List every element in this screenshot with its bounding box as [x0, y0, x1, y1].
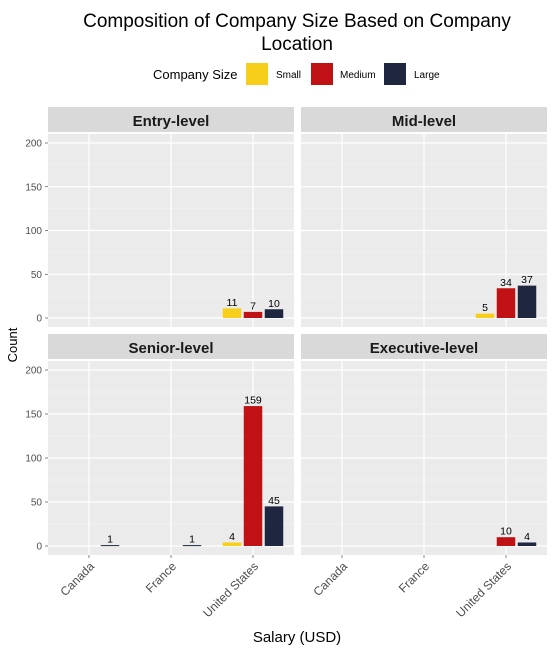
bar-value-label: 10 [268, 298, 280, 310]
facet-strip [48, 334, 294, 359]
legend-label-small: Small [276, 70, 301, 81]
bar [222, 308, 242, 318]
bar [243, 406, 263, 546]
bar-value-label: 45 [268, 495, 280, 507]
x-tick-label: France [396, 559, 433, 596]
facet-senior-level: Senior-level 1 1 4 159 45 [48, 334, 294, 555]
legend-key-small [246, 63, 268, 85]
facet-title: Entry-level [133, 113, 210, 130]
legend-key-medium [311, 63, 333, 85]
facet-title: Senior-level [128, 340, 213, 357]
y-axis-title: Count [5, 327, 20, 362]
x-axis-title: Salary (USD) [253, 629, 341, 646]
facet-entry-level: Entry-level 11 7 10 [48, 107, 294, 327]
chart-title: Composition of Company Size Based on Com… [83, 11, 511, 32]
bar-value-label: 34 [500, 277, 512, 289]
bar [475, 313, 495, 318]
bar [496, 288, 516, 318]
bar-value-label: 1 [107, 534, 113, 546]
x-tick-label: United States [200, 559, 261, 620]
y-tick-label: 50 [31, 498, 43, 509]
bar [517, 542, 537, 546]
bar-value-label: 7 [250, 300, 256, 312]
y-tick-label: 100 [25, 226, 42, 237]
facet-strip [301, 334, 547, 359]
legend-label-medium: Medium [340, 70, 376, 81]
bar [243, 311, 263, 318]
bar-value-label: 159 [244, 395, 262, 407]
bar-value-label: 4 [524, 531, 530, 543]
bar-value-label: 1 [189, 534, 195, 546]
legend-label-large: Large [414, 70, 440, 81]
x-tick-label: United States [453, 559, 514, 620]
facet-executive-level: Executive-level 10 4 [301, 334, 547, 555]
facet-strip [48, 107, 294, 132]
y-tick-label: 0 [36, 314, 42, 325]
legend-title: Company Size [153, 67, 238, 82]
bar [100, 545, 120, 547]
bar [264, 506, 284, 546]
y-tick-label: 0 [36, 542, 42, 553]
bar-value-label: 5 [482, 302, 488, 314]
chart-title: Location [261, 34, 333, 55]
bar-value-label: 10 [500, 526, 512, 538]
y-tick-label: 100 [25, 454, 42, 465]
x-tick-label: Canada [310, 559, 350, 599]
bar [222, 542, 242, 546]
bar-value-label: 4 [229, 531, 235, 543]
legend-key-large [384, 63, 406, 85]
y-tick-label: 200 [25, 366, 42, 377]
y-tick-label: 200 [25, 139, 42, 150]
facet-mid-level: Mid-level 5 34 37 [301, 107, 547, 327]
facet-strip [301, 107, 547, 132]
bar [264, 309, 284, 318]
facet-title: Executive-level [370, 340, 478, 357]
y-tick-label: 150 [25, 410, 42, 421]
facet-title: Mid-level [392, 113, 456, 130]
bar [182, 545, 202, 547]
bar-value-label: 11 [227, 297, 238, 309]
y-tick-label: 150 [25, 182, 42, 193]
bar [517, 285, 537, 318]
bar-value-label: 37 [521, 274, 533, 286]
x-tick-label: France [143, 559, 180, 596]
bar [496, 537, 516, 546]
x-tick-label: Canada [57, 559, 97, 599]
y-tick-label: 50 [31, 270, 43, 281]
